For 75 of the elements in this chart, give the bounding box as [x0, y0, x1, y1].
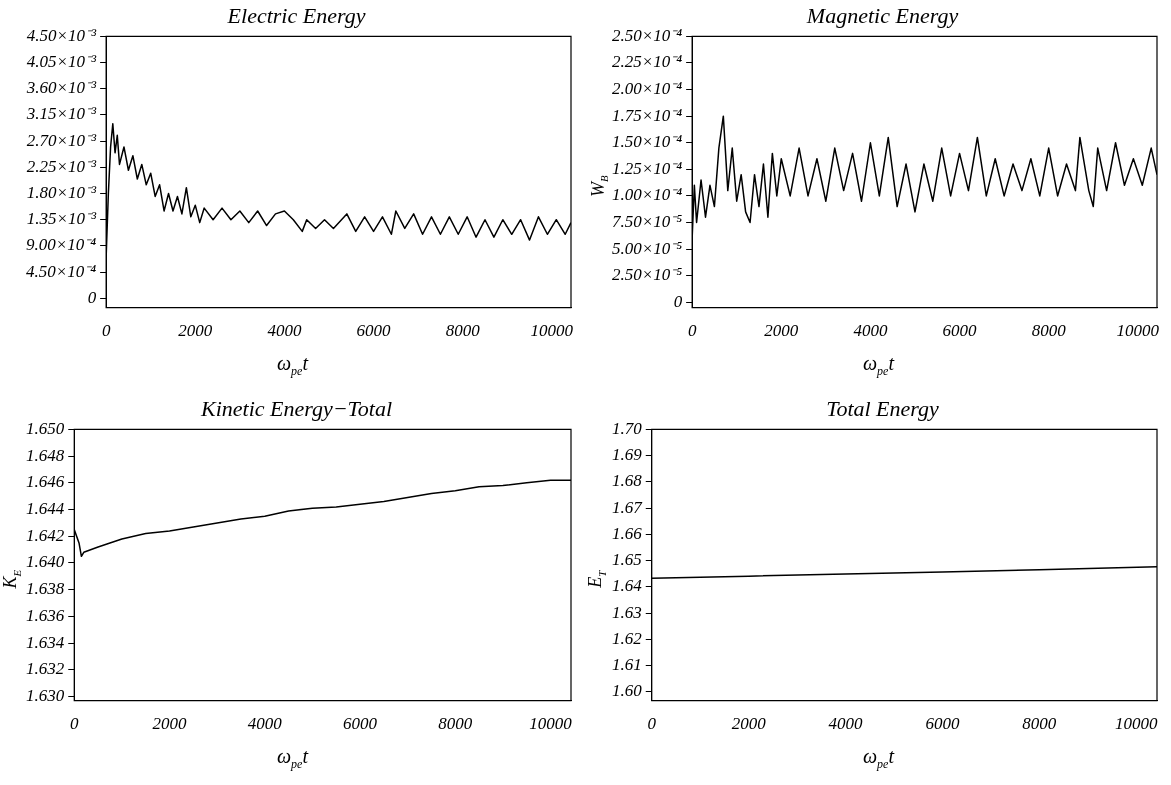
- y-tick-label: 0: [673, 291, 683, 311]
- x-axis-title: ω$_{pe}$t: [862, 745, 896, 772]
- x-tick-label: 8000: [445, 321, 481, 341]
- y-tick-label: 1.644: [26, 499, 65, 519]
- y-tick-label: 7.50×10⁻⁵: [611, 211, 683, 231]
- y-tick-label: 1.60: [612, 681, 643, 701]
- y-tick-label: 1.64: [612, 576, 643, 596]
- y-tick-label: 1.62: [612, 628, 643, 648]
- chart-title: Magnetic Energy: [805, 2, 959, 28]
- x-tick-label: 2000: [731, 714, 767, 734]
- x-tick-label: 6000: [343, 714, 378, 734]
- chart-title: Kinetic Energy−Total: [199, 395, 393, 421]
- y-tick-label: 0: [87, 287, 97, 307]
- x-tick-label: 8000: [1031, 321, 1067, 341]
- y-tick-label: 1.648: [26, 445, 65, 465]
- y-tick-label: 4.50×10⁻⁴: [25, 261, 97, 281]
- y-tick-label: 3.60×10⁻³: [25, 78, 98, 98]
- y-tick-label: 1.636: [26, 605, 65, 625]
- x-tick-label: 8000: [1022, 714, 1057, 734]
- y-tick-label: 1.634: [26, 632, 65, 652]
- x-tick-label: 6000: [942, 321, 978, 341]
- x-axis-title: ω$_{pe}$t: [276, 745, 310, 772]
- y-tick-label: 2.50×10⁻⁵: [611, 265, 683, 285]
- y-tick-label: 1.63: [612, 602, 642, 622]
- x-tick-label: 2000: [152, 714, 187, 734]
- y-tick-label: 2.50×10⁻⁴: [611, 25, 683, 45]
- y-tick-label: 1.61: [612, 655, 642, 675]
- x-tick-label: 0: [687, 321, 697, 341]
- y-tick-label: 1.650: [26, 418, 65, 438]
- x-tick-label: 4000: [247, 714, 283, 734]
- chart-title: Total Energy: [826, 395, 940, 421]
- y-tick-label: 1.646: [26, 472, 65, 492]
- y-tick-label: 1.00×10⁻⁴: [611, 185, 683, 205]
- y-tick-label: 1.69: [612, 445, 643, 465]
- y-tick-label: 1.70: [612, 418, 643, 438]
- y-tick-label: 3.15×10⁻³: [25, 104, 98, 124]
- y-tick-label: 1.65: [612, 550, 642, 570]
- y-tick-label: 4.05×10⁻³: [26, 52, 98, 72]
- y-tick-label: 4.50×10⁻³: [26, 25, 98, 45]
- y-tick-label: 1.66: [612, 523, 643, 543]
- x-tick-label: 0: [101, 321, 111, 341]
- y-tick-label: 2.25×10⁻⁴: [611, 52, 683, 72]
- x-tick-label: 6000: [356, 321, 392, 341]
- y-tick-label: 1.642: [26, 525, 65, 545]
- x-tick-label: 0: [70, 714, 79, 734]
- x-axis-title: ω$_{pe}$t: [276, 352, 310, 379]
- x-tick-label: 2000: [764, 321, 799, 341]
- x-axis-title: ω$_{pe}$t: [862, 352, 896, 379]
- y-tick-label: 1.68: [612, 471, 643, 491]
- y-tick-label: 2.70×10⁻³: [26, 130, 98, 150]
- y-tick-label: 1.35×10⁻³: [26, 209, 98, 229]
- y-tick-label: 1.80×10⁻³: [26, 183, 98, 202]
- x-tick-label: 2000: [178, 321, 213, 341]
- y-tick-label: 1.25×10⁻⁴: [611, 158, 683, 178]
- y-tick-label: 1.632: [26, 659, 65, 679]
- x-tick-label: 10000: [1116, 321, 1160, 341]
- chart-title: Electric Energy: [226, 2, 366, 28]
- y-tick-label: 1.67: [612, 497, 644, 517]
- y-tick-label: 1.640: [26, 552, 65, 572]
- y-tick-label: 9.00×10⁻⁴: [25, 235, 97, 255]
- y-tick-label: 1.638: [26, 579, 65, 599]
- y-tick-label: 1.75×10⁻⁴: [611, 105, 683, 125]
- x-tick-label: 10000: [530, 321, 574, 341]
- x-tick-label: 6000: [925, 714, 960, 734]
- y-tick-label: 5.00×10⁻⁵: [611, 238, 683, 258]
- x-tick-label: 10000: [529, 714, 573, 734]
- x-tick-label: 4000: [853, 321, 888, 341]
- y-tick-label: 2.00×10⁻⁴: [611, 79, 683, 99]
- y-tick-label: 2.25×10⁻³: [26, 156, 98, 176]
- x-tick-label: 4000: [267, 321, 302, 341]
- x-tick-label: 4000: [828, 714, 864, 734]
- x-tick-label: 8000: [438, 714, 473, 734]
- x-tick-label: 10000: [1114, 714, 1158, 734]
- y-tick-label: 1.630: [26, 686, 65, 706]
- y-tick-label: 1.50×10⁻⁴: [611, 132, 683, 152]
